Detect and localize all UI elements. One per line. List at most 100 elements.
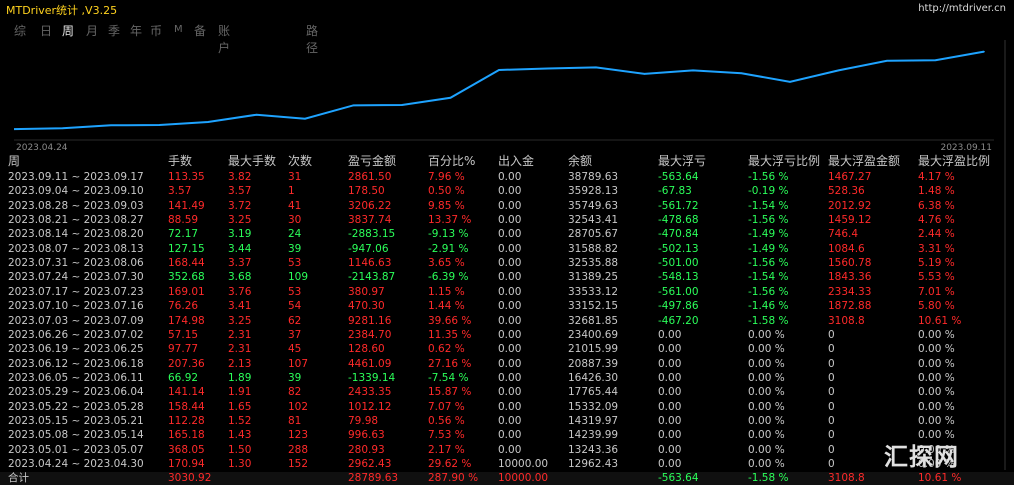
tab-3[interactable]: 月 — [86, 24, 99, 38]
header-cell[interactable]: 周 — [8, 154, 21, 168]
table-cell: 5.53 % — [918, 271, 955, 284]
balance-point-1 — [61, 127, 64, 130]
tab-0[interactable]: 综 — [14, 24, 27, 38]
table-row[interactable]: 2023.08.14 ~ 2023.08.20 72.17 3.19 24 -2883.… — [0, 228, 1014, 241]
table-cell: 16426.30 — [568, 371, 619, 384]
table-row[interactable]: 2023.09.04 ~ 2023.09.10 3.57 3.57 1 178.50 0.… — [0, 185, 1014, 198]
tab-1[interactable]: 日 — [40, 24, 53, 38]
header-cell[interactable]: 盈亏金额 — [348, 154, 397, 168]
table-row[interactable]: 2023.08.07 ~ 2023.08.13 127.15 3.44 39 -947.… — [0, 243, 1014, 256]
tab-4[interactable]: 季 — [108, 24, 121, 38]
table-cell: 2023.08.28 ~ 2023.09.03 — [8, 199, 144, 212]
table-cell: 0 — [828, 343, 835, 356]
title-bar: MTDriver统计 ,V3.25 http://mtdriver.cn — [0, 0, 1014, 20]
table-cell: 2023.08.14 ~ 2023.08.20 — [8, 228, 144, 241]
table-cell: -497.86 — [658, 300, 699, 313]
table-row[interactable]: 2023.07.10 ~ 2023.07.16 76.26 3.41 54 470.30… — [0, 300, 1014, 313]
header-cell[interactable]: 最大手数 — [228, 154, 277, 168]
table-row[interactable]: 2023.08.28 ~ 2023.09.03 141.49 3.72 41 3206.… — [0, 200, 1014, 213]
tab-10[interactable]: 路径 — [306, 24, 319, 55]
table-cell: 2962.43 — [348, 458, 392, 470]
header-cell[interactable]: 最大浮盈金额 — [828, 154, 901, 168]
table-cell: 7.01 % — [918, 285, 955, 298]
table-row[interactable]: 2023.06.05 ~ 2023.06.11 66.92 1.89 39 -1339.… — [0, 372, 1014, 385]
table-row[interactable]: 2023.06.12 ~ 2023.06.18 207.36 2.13 107 4461… — [0, 358, 1014, 371]
table-cell: 2.31 — [228, 328, 252, 341]
table-cell: 0.00 % — [918, 343, 955, 356]
tab-2[interactable]: 周 — [62, 24, 75, 38]
table-cell: 3108.8 — [828, 314, 865, 327]
table-cell: -1.56 % — [748, 285, 789, 298]
balance-point-10 — [498, 69, 500, 71]
table-cell: 0 — [828, 443, 835, 456]
table-row[interactable]: 2023.04.24 ~ 2023.04.30 170.94 1.30 152 2962… — [0, 458, 1014, 471]
table-cell: 4.76 % — [918, 214, 955, 227]
table-cell: 38789.63 — [568, 171, 619, 183]
table-cell: 2023.06.19 ~ 2023.06.25 — [8, 343, 144, 356]
total-pnl: 28789.63 — [348, 472, 399, 485]
table-row[interactable]: 2023.06.26 ~ 2023.07.02 57.15 2.31 37 2384.7… — [0, 329, 1014, 342]
table-cell: 2023.07.17 ~ 2023.07.23 — [8, 285, 144, 298]
table-row[interactable]: 2023.09.11 ~ 2023.09.17 113.35 3.82 31 2861.… — [0, 171, 1014, 184]
table-cell: 24 — [288, 228, 302, 241]
chart-start-label: 2023.04.24 — [16, 143, 68, 152]
table-cell: -563.64 — [658, 171, 699, 183]
header-cell[interactable]: 次数 — [288, 154, 313, 168]
table-row[interactable]: 2023.05.08 ~ 2023.05.14 165.18 1.43 123 996.… — [0, 429, 1014, 442]
tab-8[interactable]: 备 — [194, 24, 207, 38]
table-row[interactable]: 2023.05.15 ~ 2023.05.21 112.28 1.52 81 79.98… — [0, 415, 1014, 428]
table-cell: 0.00 % — [918, 386, 955, 399]
table-cell: 15.87 % — [428, 386, 472, 399]
table-cell: 33533.12 — [568, 285, 619, 298]
table-cell: 0.00 % — [918, 357, 955, 370]
table-row[interactable]: 2023.08.21 ~ 2023.08.27 88.59 3.25 30 3837.7… — [0, 214, 1014, 227]
table-cell: -1.49 % — [748, 242, 789, 255]
table-cell: 0.00 — [658, 443, 682, 456]
table-cell: 0.00 % — [918, 328, 955, 341]
table-cell: 0.00 % — [748, 443, 785, 456]
table-row[interactable]: 2023.07.31 ~ 2023.08.06 168.44 3.37 53 1146.… — [0, 257, 1014, 270]
table-row[interactable]: 2023.07.24 ~ 2023.07.30 352.68 3.68 109 -214… — [0, 271, 1014, 284]
balance-point-19 — [934, 59, 937, 62]
table-cell: 3.37 — [228, 257, 252, 270]
table-cell: 2012.92 — [828, 199, 872, 212]
header-cell[interactable]: 最大浮亏 — [658, 154, 707, 168]
table-cell: 0 — [828, 458, 835, 470]
table-cell: 11.35 % — [428, 328, 472, 341]
table-cell: 12962.43 — [568, 458, 619, 470]
scrollbar[interactable] — [1004, 40, 1006, 470]
table-cell: -9.13 % — [428, 228, 469, 241]
tab-9[interactable]: 账户 — [218, 24, 231, 55]
table-cell: 368.05 — [168, 443, 205, 456]
header-cell[interactable]: 最大浮盈比例 — [918, 154, 991, 168]
table-row[interactable]: 2023.05.01 ~ 2023.05.07 368.05 1.50 288 280.… — [0, 444, 1014, 457]
table-cell: -561.00 — [658, 285, 699, 298]
table-cell: 158.44 — [168, 400, 205, 413]
table-cell: 0 — [828, 328, 835, 341]
table-row[interactable]: 2023.05.22 ~ 2023.05.28 158.44 1.65 102 1012… — [0, 401, 1014, 414]
header-cell[interactable]: 百分比% — [428, 154, 476, 168]
table-cell: 3.44 — [228, 242, 252, 255]
table-cell: 13.37 % — [428, 214, 472, 227]
table-cell: 10.61 % — [918, 314, 962, 327]
table-row[interactable]: 2023.07.03 ~ 2023.07.09 174.98 3.25 62 9281.… — [0, 315, 1014, 328]
header-cell[interactable]: 出入金 — [498, 154, 535, 168]
table-cell: 0.00 — [658, 429, 682, 442]
table-row[interactable]: 2023.06.19 ~ 2023.06.25 97.77 2.31 45 128.60… — [0, 343, 1014, 356]
table-cell: 3.25 — [228, 214, 252, 227]
header-cell[interactable]: 手数 — [168, 154, 193, 168]
table-row[interactable]: 2023.05.29 ~ 2023.06.04 141.14 1.91 82 2433.… — [0, 386, 1014, 399]
table-cell: 81 — [288, 414, 302, 427]
header-cell[interactable]: 最大浮亏比例 — [748, 154, 821, 168]
site-url-link[interactable]: http://mtdriver.cn — [918, 3, 1006, 14]
table-row[interactable]: 2023.07.17 ~ 2023.07.23 169.01 3.76 53 380.9… — [0, 286, 1014, 299]
table-cell: 2023.09.11 ~ 2023.09.17 — [8, 171, 144, 183]
tab-7[interactable]: M — [174, 24, 183, 35]
table-cell: -947.06 — [348, 242, 389, 255]
tab-5[interactable]: 年 — [130, 24, 143, 38]
table-cell: 45 — [288, 343, 302, 356]
tab-6[interactable]: 币 — [150, 24, 163, 38]
table-cell: 996.63 — [348, 429, 385, 442]
table-cell: 470.30 — [348, 300, 385, 313]
header-cell[interactable]: 余额 — [568, 154, 593, 168]
